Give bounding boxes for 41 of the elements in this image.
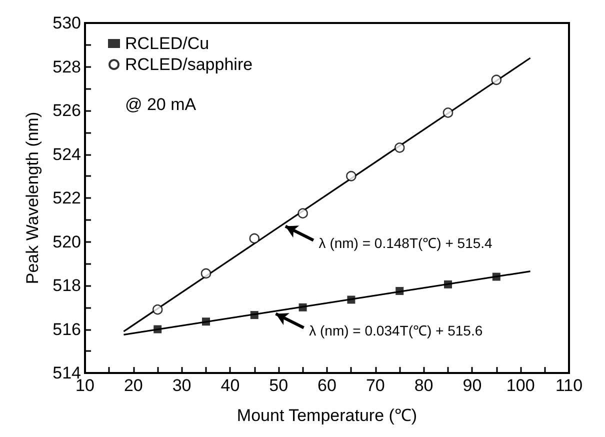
x-axis-title: Mount Temperature (℃)	[236, 406, 418, 425]
x-tick-label: 40	[220, 376, 240, 395]
y-tick-label: 522	[52, 188, 81, 208]
annotation: @ 20 mA	[125, 95, 197, 114]
point	[347, 296, 356, 304]
point	[298, 208, 308, 218]
annotation: λ (nm) = 0.148T(℃) + 515.4	[318, 234, 493, 251]
x-tick-label: 100	[506, 376, 535, 395]
point	[346, 170, 356, 182]
y-tick-label: 528	[52, 57, 81, 76]
annotation: λ (nm) = 0.034T(℃) + 515.6	[309, 322, 483, 338]
legend-label: RCLED/Cu	[125, 34, 210, 53]
y-axis-title: Peak Wavelength (nm)	[23, 112, 42, 284]
y-tick-label: 530	[52, 14, 81, 32]
point	[491, 74, 502, 86]
point	[202, 318, 210, 326]
point	[492, 272, 500, 281]
point	[249, 233, 260, 244]
x-tick-label: 20	[124, 376, 143, 395]
point	[396, 286, 404, 295]
point	[298, 303, 307, 312]
x-tick-label: 110	[555, 376, 583, 395]
point	[250, 311, 258, 320]
x-tick-label: 60	[318, 376, 336, 395]
point	[154, 325, 162, 334]
legend-label: RCLED/sapphire	[125, 55, 253, 74]
y-tick-label: 516	[52, 320, 81, 339]
y-tick-label: 526	[52, 101, 81, 120]
x-tick-label: 50	[269, 376, 288, 395]
point	[442, 108, 454, 118]
y-tick-label: 520	[52, 232, 81, 252]
point	[394, 142, 405, 153]
point	[200, 268, 212, 279]
point	[444, 280, 452, 288]
y-tick-label: 524	[52, 144, 81, 164]
y-tick-label: 518	[52, 276, 81, 295]
x-tick-label: 30	[172, 376, 192, 395]
point	[152, 304, 163, 315]
x-tick-label: 80	[414, 376, 434, 395]
x-tick-label: 90	[462, 376, 482, 395]
x-tick-label: 70	[366, 376, 385, 395]
